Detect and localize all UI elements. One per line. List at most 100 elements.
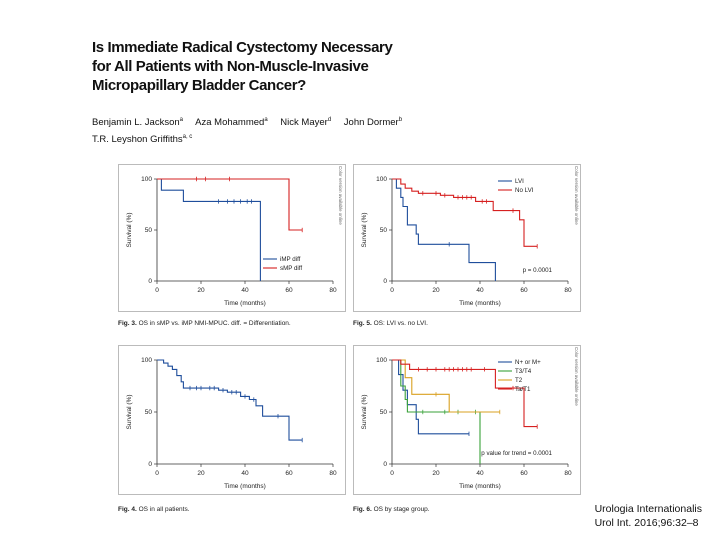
x-axis-label: Time (months) (224, 483, 266, 490)
figure-label: Fig. 6. (353, 506, 372, 513)
legend-label: sMP diff (280, 265, 302, 272)
author-affiliation: d (327, 117, 332, 123)
y-tick-label: 50 (380, 409, 388, 416)
x-axis-label: Time (months) (224, 300, 266, 307)
chart-svg: 0 20 40 60 80 0 50 100 Time (months) Survival (%) (126, 357, 337, 490)
x-tick-label: 40 (241, 287, 249, 294)
legend-label: Ta/T1 (515, 386, 531, 393)
y-tick-label: 100 (141, 176, 152, 183)
author: Benjamin L. Jacksona (92, 117, 183, 128)
author-name: Aza Mohammed (195, 117, 265, 129)
figure-label: Fig. 3. (118, 320, 137, 327)
chart-svg: 0 20 40 60 80 0 50 100 Time (months) Survival (%)… (361, 357, 572, 490)
chart-annotation: p = 0.0001 (523, 267, 553, 274)
y-tick-label: 50 (145, 227, 153, 234)
x-tick-label: 20 (432, 287, 440, 294)
series-line (392, 359, 469, 435)
author: Aza Mohammeda (195, 117, 268, 128)
author-name: John Dormer (343, 117, 399, 129)
x-tick-label: 60 (520, 470, 528, 477)
x-axis-label: Time (months) (459, 300, 501, 307)
y-tick-label: 0 (148, 278, 152, 285)
legend-label: iMP diff (280, 256, 301, 263)
chart-svg: 0 20 40 60 80 0 50 100 Time (months) Survival (%)… (126, 176, 337, 307)
x-tick-label: 20 (197, 287, 205, 294)
x-tick-label: 80 (329, 470, 337, 477)
x-tick-label: 0 (155, 287, 159, 294)
author-affiliation: a, c (182, 134, 193, 141)
figure-label: Fig. 4. (118, 506, 137, 513)
author-name: Benjamin L. Jackson (92, 117, 180, 129)
author-list: Benjamin L. Jacksona Aza Mohammeda Nick … (92, 113, 412, 147)
legend-label: T2 (515, 377, 523, 384)
series-line (392, 359, 500, 413)
series-line (157, 178, 303, 231)
x-tick-label: 60 (520, 287, 528, 294)
y-axis-label: Survival (%) (361, 212, 368, 247)
legend-label: N+ or M+ (515, 359, 541, 366)
paper-title: Is Immediate Radical Cystectomy Necessar… (92, 38, 512, 95)
y-tick-label: 100 (376, 176, 387, 183)
figure-3-chart: 0 20 40 60 80 0 50 100 Time (months) Survival (%)… (118, 164, 346, 312)
figure-4-chart: 0 20 40 60 80 0 50 100 Time (months) Survival (%) (118, 345, 346, 495)
figure-caption-text: OS: LVI vs. no LVI. (373, 320, 428, 327)
x-tick-label: 0 (155, 470, 159, 477)
title-line: Is Immediate Radical Cystectomy Necessar… (92, 39, 393, 56)
x-tick-label: 0 (390, 287, 394, 294)
journal-name: Urologia Internationalis (594, 503, 702, 515)
figure-6-caption: Fig. 6. OS by stage group. (353, 506, 430, 513)
x-tick-label: 40 (241, 470, 249, 477)
y-tick-label: 50 (380, 227, 388, 234)
x-tick-label: 0 (390, 470, 394, 477)
title-line: for All Patients with Non-Muscle-Invasiv… (92, 58, 369, 75)
figure-caption-text: OS in all patients. (138, 506, 190, 513)
y-tick-label: 0 (383, 461, 387, 468)
x-axis-label: Time (months) (459, 483, 501, 490)
author-name: Nick Mayer (280, 117, 328, 129)
x-tick-label: 40 (476, 470, 484, 477)
chart-svg: 0 20 40 60 80 0 50 100 Time (months) Survival (%)… (361, 176, 572, 307)
title-line: Micropapillary Bladder Cancer? (92, 77, 306, 94)
x-tick-label: 80 (564, 470, 572, 477)
color-note: Color version available online (338, 166, 343, 225)
y-tick-label: 0 (383, 278, 387, 285)
y-axis-label: Survival (%) (126, 394, 133, 429)
author-affiliation: a (179, 117, 184, 123)
journal-info: Urologia Internationalis Urol Int. 2016;… (595, 502, 702, 530)
author: John Dormerb (344, 117, 402, 128)
figure-caption-text: OS by stage group. (373, 506, 430, 513)
x-tick-label: 80 (329, 287, 337, 294)
figure-3-caption: Fig. 3. OS in sMP vs. iMP NMI-MPUC. diff… (118, 320, 291, 327)
journal-citation: Urol Int. 2016;96:32–8 (594, 517, 699, 529)
x-tick-label: 20 (197, 470, 205, 477)
color-note: Color version available online (574, 347, 579, 406)
figure-5-caption: Fig. 5. OS: LVI vs. no LVI. (353, 320, 428, 327)
x-tick-label: 80 (564, 287, 572, 294)
figure-4-caption: Fig. 4. OS in all patients. (118, 506, 190, 513)
x-tick-label: 60 (285, 287, 293, 294)
chart-annotation: p value for trend = 0.0001 (481, 450, 552, 457)
x-tick-label: 60 (285, 470, 293, 477)
x-tick-label: 20 (432, 470, 440, 477)
legend-label: No LVI (515, 187, 534, 194)
figure-caption-text: OS in sMP vs. iMP NMI-MPUC. diff. = Diff… (138, 320, 291, 327)
series-line (392, 178, 496, 281)
legend-label: T3/T4 (515, 368, 532, 375)
y-tick-label: 0 (148, 461, 152, 468)
series-line (157, 359, 303, 441)
figure-5-chart: 0 20 40 60 80 0 50 100 Time (months) Survival (%)… (353, 164, 581, 312)
y-tick-label: 100 (141, 357, 152, 364)
y-tick-label: 100 (376, 357, 387, 364)
author: Nick Mayerd (280, 117, 331, 128)
author-name: T.R. Leyshon Griffiths (92, 134, 183, 146)
author: T.R. Leyshon Griffithsa, c (92, 134, 192, 145)
series-line (392, 178, 538, 247)
author-affiliation: a (264, 117, 268, 123)
author-affiliation: b (398, 117, 403, 123)
x-tick-label: 40 (476, 287, 484, 294)
figure-6-chart: 0 20 40 60 80 0 50 100 Time (months) Survival (%)… (353, 345, 581, 495)
y-tick-label: 50 (145, 409, 153, 416)
legend-label: LVI (515, 178, 524, 185)
color-note: Color version available online (574, 166, 579, 225)
series-line (157, 178, 261, 281)
